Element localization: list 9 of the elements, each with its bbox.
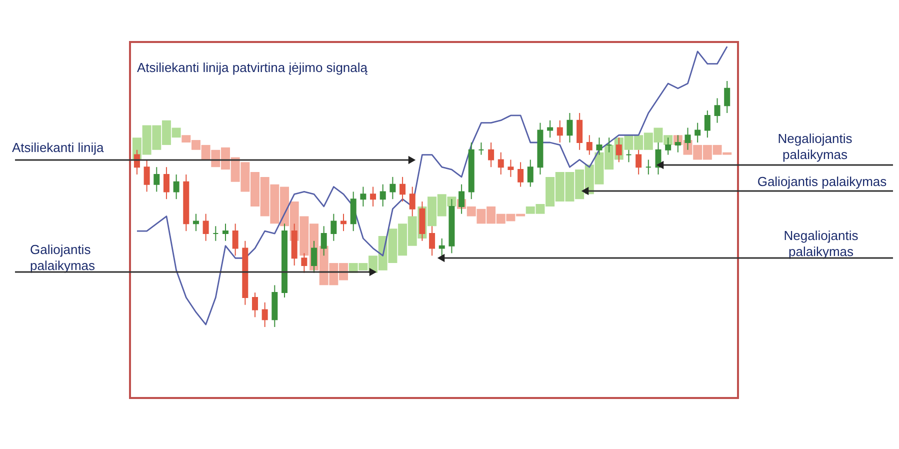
candlestick	[478, 142, 484, 156]
text: Atsiliekanti linija	[12, 140, 105, 155]
candlestick	[212, 226, 219, 242]
text: Galiojantis palaikymas	[757, 174, 888, 189]
candlestick	[645, 159, 652, 175]
text: Atsiliekanti linija patvirtina įėjimo signalą	[137, 60, 368, 75]
text: Galiojantis palaikymas	[30, 242, 96, 273]
text: Negaliojantis palaikymas	[784, 228, 859, 259]
text: Negaliojantis palaikymas	[778, 131, 853, 162]
